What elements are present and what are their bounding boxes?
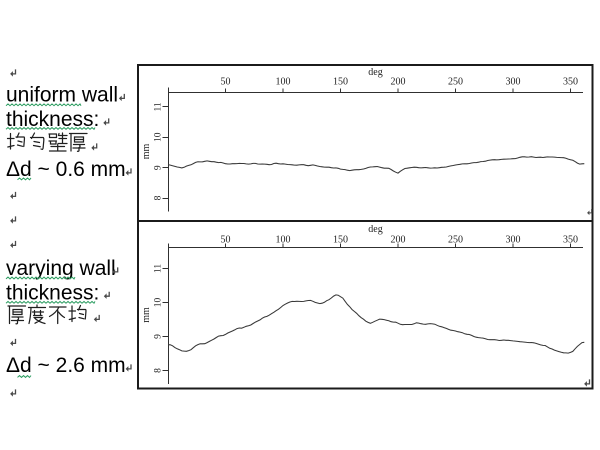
svg-text:200: 200 bbox=[391, 77, 406, 88]
svg-text:300: 300 bbox=[506, 77, 521, 88]
svg-text:deg: deg bbox=[368, 67, 382, 78]
svg-text:100: 100 bbox=[276, 235, 291, 246]
svg-text:10: 10 bbox=[154, 132, 164, 142]
svg-text:11: 11 bbox=[154, 264, 164, 273]
svg-text:100: 100 bbox=[276, 77, 291, 88]
svg-text:9: 9 bbox=[154, 334, 164, 339]
svg-text:Δd ~ 2.6 mm: Δd ~ 2.6 mm bbox=[6, 354, 126, 377]
svg-text:mm: mm bbox=[141, 144, 152, 160]
svg-text:50: 50 bbox=[221, 77, 231, 88]
svg-text:150: 150 bbox=[333, 235, 348, 246]
svg-text:8: 8 bbox=[154, 368, 164, 373]
svg-text:thickness:: thickness: bbox=[6, 281, 99, 304]
svg-text:10: 10 bbox=[154, 298, 164, 308]
svg-text:50: 50 bbox=[221, 235, 231, 246]
svg-text:250: 250 bbox=[448, 77, 463, 88]
svg-text:Δd ~ 0.6 mm: Δd ~ 0.6 mm bbox=[6, 158, 126, 181]
svg-text:thickness:: thickness: bbox=[6, 108, 99, 131]
svg-text:350: 350 bbox=[563, 77, 578, 88]
svg-text:300: 300 bbox=[506, 235, 521, 246]
svg-text:11: 11 bbox=[154, 102, 164, 111]
svg-text:8: 8 bbox=[154, 195, 164, 200]
svg-text:mm: mm bbox=[141, 307, 152, 323]
svg-text:350: 350 bbox=[563, 235, 578, 246]
svg-text:varying wall: varying wall bbox=[6, 257, 116, 280]
svg-text:deg: deg bbox=[368, 224, 382, 235]
svg-text:150: 150 bbox=[333, 77, 348, 88]
svg-text:200: 200 bbox=[391, 235, 406, 246]
svg-text:uniform wall: uniform wall bbox=[6, 84, 118, 107]
svg-text:250: 250 bbox=[448, 235, 463, 246]
svg-text:9: 9 bbox=[154, 165, 164, 170]
